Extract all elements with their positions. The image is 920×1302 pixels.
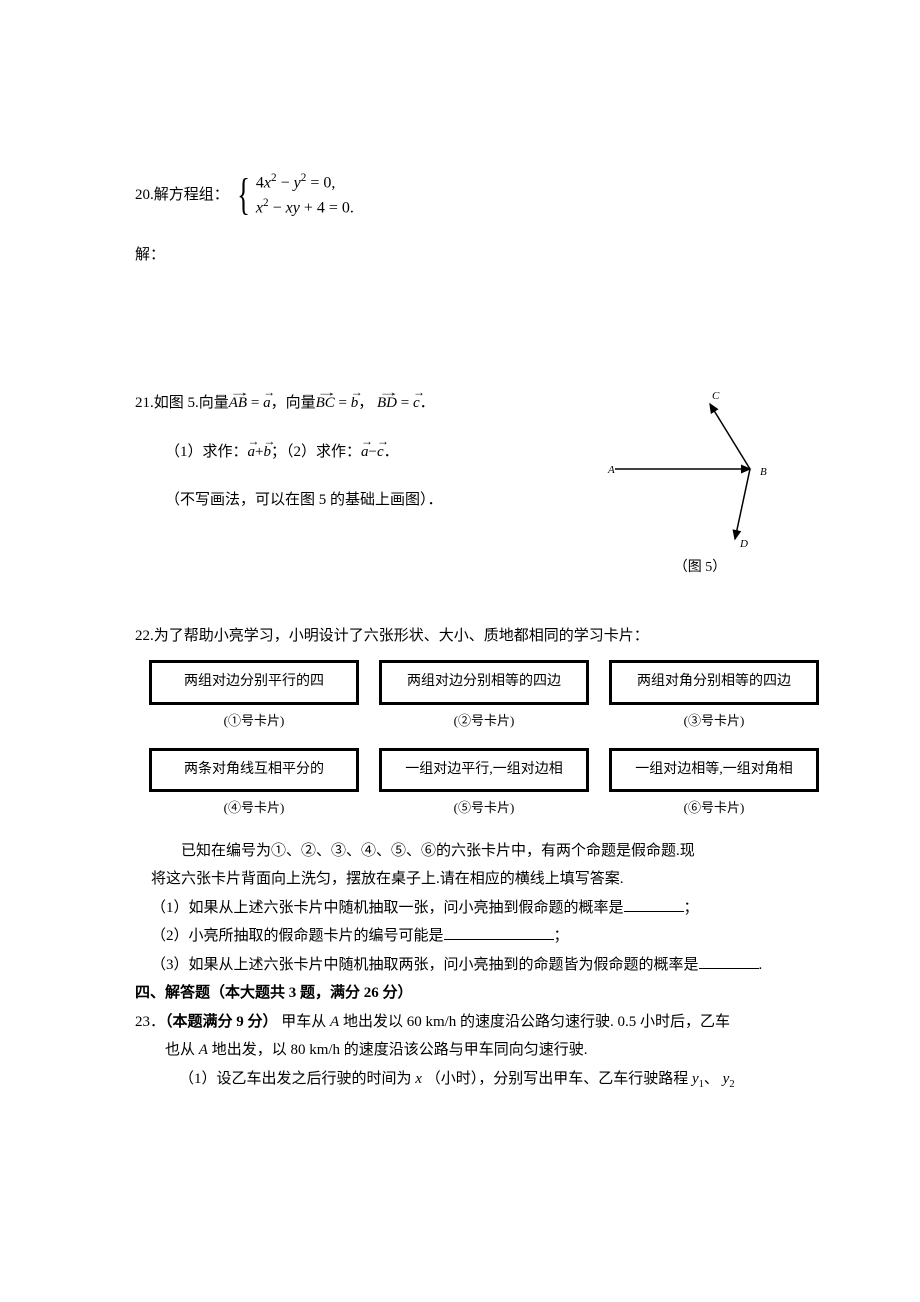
label-D: D (739, 538, 748, 549)
vec-c: c (413, 389, 420, 418)
card-5: 一组对边平行,一组对边相 (379, 748, 589, 793)
vec-b2: b (263, 438, 271, 467)
q21-seg2: 向量 (286, 389, 316, 418)
q23-score: （本题满分 9 分） (165, 1014, 278, 1030)
q23-p1a: （1）设乙车出发之后行驶的时间为 (179, 1071, 415, 1087)
q22-part1: （1）如果从上述六张卡片中随机抽取一张，问小亮抽到假命题的概率是 ； (151, 894, 810, 923)
card-3-label: (③号卡片) (609, 709, 819, 734)
q23-line1: 23．（本题满分 9 分） 甲车从 A 地出发以 60 km/h 的速度沿公路匀… (135, 1008, 810, 1037)
card-5-label: (⑤号卡片) (379, 796, 589, 821)
label-C: C (712, 390, 720, 402)
q21-text: 21. 如图 5.向量 AB = a ， 向量 BC = b ， BD = c … (135, 389, 560, 515)
q22-part3: （3）如果从上述六张卡片中随机抽取两张，问小亮抽到的命题皆为假命题的概率是. (151, 951, 810, 980)
card-1-label: (①号卡片) (149, 709, 359, 734)
q22-p3-text: （3）如果从上述六张卡片中随机抽取两张，问小亮抽到的命题皆为假命题的概率是 (151, 957, 699, 973)
left-brace: { (237, 173, 250, 217)
card-2: 两组对边分别相等的四边 (379, 660, 589, 705)
q23-l2a: 也从 (165, 1042, 199, 1058)
card-6: 一组对边相等,一组对角相 (609, 748, 819, 793)
q21-tasks: （1）求作： a + b ；（2）求作： a − c ． (165, 438, 560, 467)
q23-l2b: 地出发，以 80 km/h 的速度沿该公路与甲车同向匀速行驶. (208, 1042, 588, 1058)
card-4-label: (④号卡片) (149, 796, 359, 821)
card-6-label: (⑥号卡片) (609, 796, 819, 821)
q20-number: 20. (135, 181, 154, 210)
q23-l1b: 地出发以 60 km/h 的速度沿公路匀速行驶. 0.5 小时后，乙车 (339, 1014, 730, 1030)
q20-system: { 4x2 − y2 = 0, x2 − xy + 4 = 0. (233, 170, 354, 221)
q21-intro: 如图 5.向量 (154, 389, 229, 418)
vec-a2: a (248, 438, 256, 467)
figure-5: A B C D （图 5） (590, 389, 810, 582)
figure-5-caption: （图 5） (590, 555, 810, 582)
q21-number: 21. (135, 389, 154, 418)
q20-prompt: 20. 解方程组： { 4x2 − y2 = 0, x2 − xy + 4 = … (135, 170, 810, 221)
q21-container: 21. 如图 5.向量 AB = a ， 向量 BC = b ， BD = c … (135, 389, 810, 582)
q22-intro: 为了帮助小亮学习，小明设计了六张形状、大小、质地都相同的学习卡片： (154, 628, 649, 644)
q23-line2: 也从 A 地出发，以 80 km/h 的速度沿该公路与甲车同向匀速行驶. (165, 1036, 810, 1065)
q22-p1-end: ； (684, 900, 699, 916)
q22-body1: 已知在编号为①、②、③、④、⑤、⑥的六张卡片中，有两个命题是假命题.现 (181, 837, 810, 866)
q22-prompt: 22.为了帮助小亮学习，小明设计了六张形状、大小、质地都相同的学习卡片： (135, 622, 810, 651)
q21-sep: ；（2）求作： (271, 438, 361, 467)
q20-equations: 4x2 − y2 = 0, x2 − xy + 4 = 0. (256, 170, 354, 221)
vec-a: a (263, 389, 271, 418)
vec-BD: BD (377, 389, 397, 418)
q21-note: （不写画法，可以在图 5 的基础上画图）． (165, 486, 560, 515)
vec-a3: a (361, 438, 369, 467)
q22-part2: （2）小亮所抽取的假命题卡片的编号可能是 ； (151, 922, 810, 951)
vec-AB: AB (229, 389, 247, 418)
q23-x: x (415, 1071, 422, 1087)
vec-b: b (351, 389, 359, 418)
q23-l1a: 甲车从 (281, 1014, 330, 1030)
q22-p3-end: . (759, 957, 763, 973)
q21-task1-label: （1）求作： (165, 438, 248, 467)
blank-1[interactable] (624, 896, 684, 912)
q21-prompt: 21. 如图 5.向量 AB = a ， 向量 BC = b ， BD = c … (135, 389, 560, 418)
blank-2[interactable] (444, 924, 554, 940)
q20-eq1: 4x2 − y2 = 0, (256, 170, 354, 195)
q20-label: 解方程组： (154, 181, 229, 210)
q23-sep: 、 (704, 1071, 719, 1087)
q20-solution-label: 解： (135, 241, 810, 270)
q22-number: 22. (135, 628, 154, 644)
cards-grid: 两组对边分别平行的四 两组对边分别相等的四边 两组对角分别相等的四边 (①号卡片… (149, 660, 810, 831)
q22-p2-end: ； (554, 928, 569, 944)
q23-A2: A (199, 1042, 208, 1058)
card-4: 两条对角线互相平分的 (149, 748, 359, 793)
label-A: A (607, 464, 615, 476)
label-B: B (760, 466, 767, 478)
section-4-title: 四、解答题（本大题共 3 题，满分 26 分） (135, 979, 810, 1008)
figure-5-svg: A B C D (600, 389, 800, 549)
q23-number: 23． (135, 1014, 165, 1030)
card-1: 两组对边分别平行的四 (149, 660, 359, 705)
q23-part1: （1）设乙车出发之后行驶的时间为 x （小时），分别写出甲车、乙车行驶路程 y1… (179, 1065, 810, 1095)
q23-y2: y2 (723, 1071, 735, 1087)
vec-BC: BC (316, 389, 335, 418)
q22-body2: 将这六张卡片背面向上洗匀，摆放在桌子上.请在相应的横线上填写答案. (151, 865, 810, 894)
q23-y1: y1 (692, 1071, 704, 1087)
q20-eq2: x2 − xy + 4 = 0. (256, 195, 354, 220)
vec-c2: c (377, 438, 384, 467)
card-2-label: (②号卡片) (379, 709, 589, 734)
q22-p1-text: （1）如果从上述六张卡片中随机抽取一张，问小亮抽到假命题的概率是 (151, 900, 624, 916)
q23-A1: A (330, 1014, 339, 1030)
card-3: 两组对角分别相等的四边 (609, 660, 819, 705)
blank-3[interactable] (699, 953, 759, 969)
exam-page: 20. 解方程组： { 4x2 − y2 = 0, x2 − xy + 4 = … (0, 0, 920, 1155)
q22-p2-text: （2）小亮所抽取的假命题卡片的编号可能是 (151, 928, 444, 944)
q23-p1b: （小时），分别写出甲车、乙车行驶路程 (426, 1071, 692, 1087)
